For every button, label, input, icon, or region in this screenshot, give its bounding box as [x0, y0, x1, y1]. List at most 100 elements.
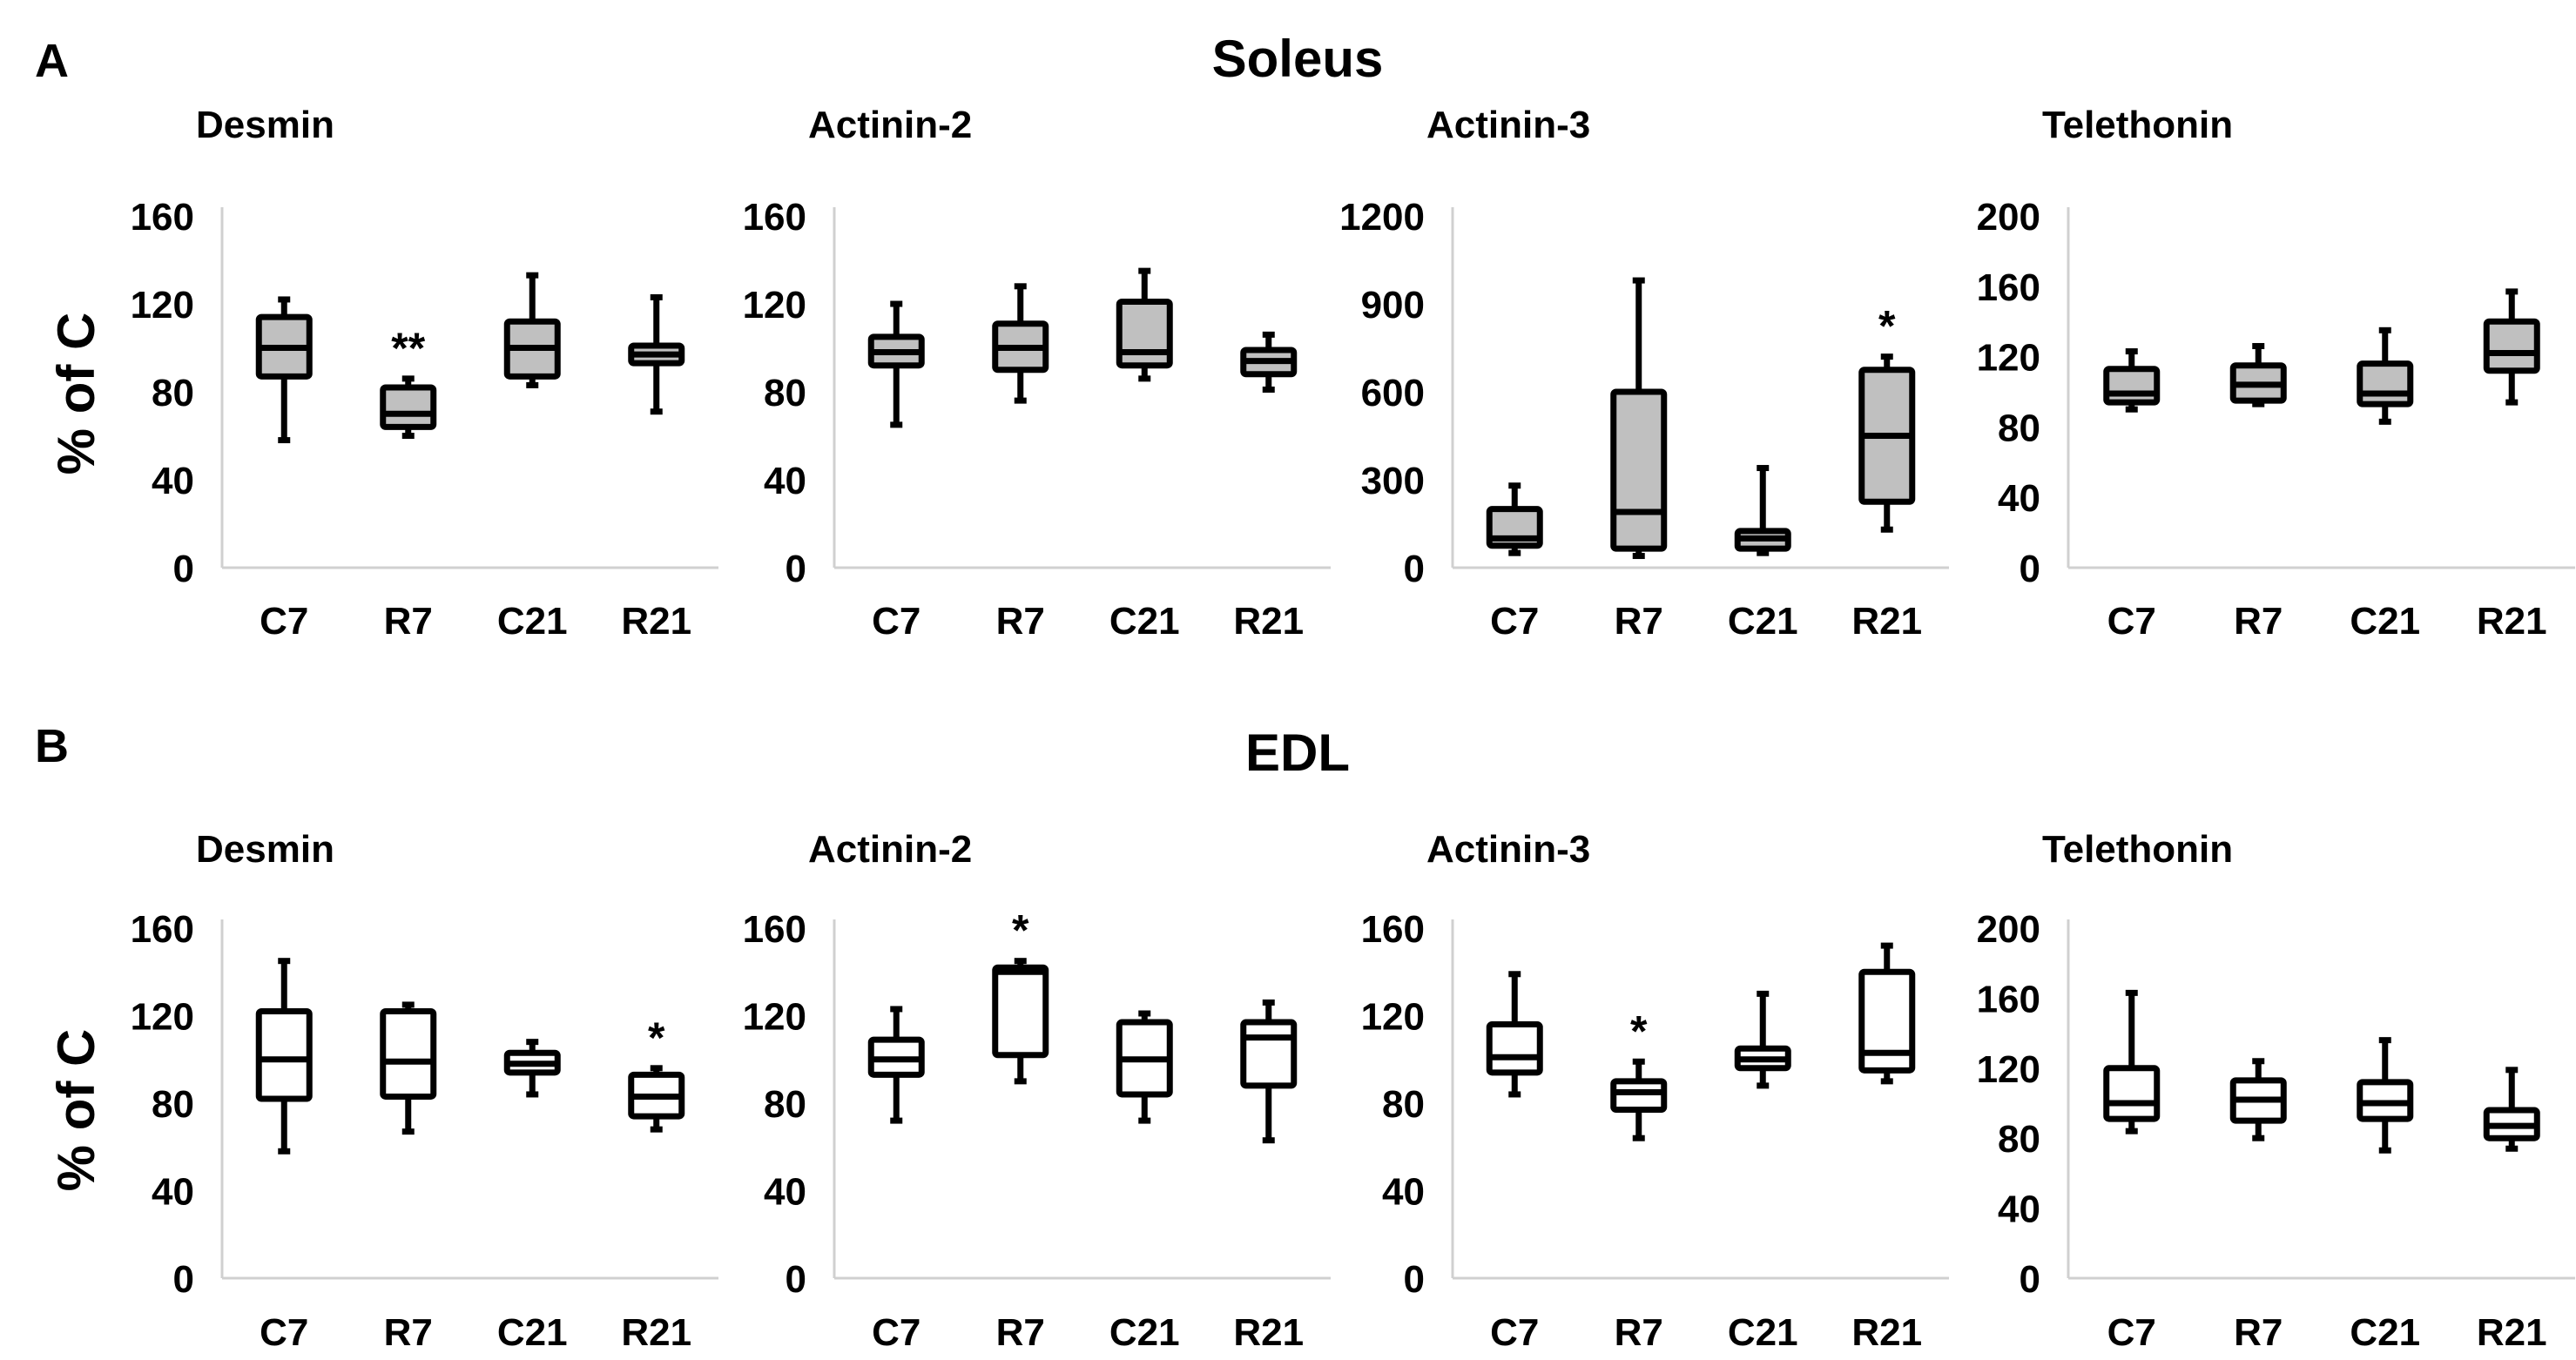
chart-edl-desmin: Desmin 0 40 80 120 160 C7 R7 C21 R21 * — [131, 828, 718, 1354]
panel-a-title: Soleus — [1212, 30, 1384, 88]
x-tick-label: R7 — [996, 600, 1045, 643]
chart-title: Actinin-2 — [808, 104, 972, 146]
box-iqr — [2103, 1065, 2161, 1122]
y-tick-label: 300 — [1361, 460, 1425, 502]
significance-mark: * — [1630, 1007, 1648, 1055]
box-r7: ** — [380, 324, 437, 439]
box-r21 — [2483, 288, 2540, 406]
x-tick-label: R7 — [1615, 600, 1663, 643]
x-tick-label: C21 — [1728, 600, 1798, 643]
y-tick-label: 80 — [152, 372, 194, 414]
box-r21 — [2483, 1067, 2540, 1152]
x-tick-label: C21 — [1109, 600, 1180, 643]
significance-mark: * — [1012, 906, 1029, 955]
y-tick-label: 160 — [743, 908, 806, 951]
box-r7 — [2229, 1058, 2287, 1141]
box-iqr — [1610, 388, 1668, 552]
chart-title: Desmin — [196, 828, 334, 871]
x-tick-label: R21 — [621, 600, 691, 643]
panel-a-label: A — [35, 35, 69, 87]
y-tick-label: 0 — [1404, 1258, 1425, 1301]
y-tick-label: 80 — [1382, 1083, 1425, 1126]
y-tick-label: 40 — [152, 460, 194, 502]
y-tick-label: 40 — [152, 1171, 194, 1214]
y-tick-label: 120 — [743, 284, 806, 327]
x-tick-label: C7 — [2107, 1311, 2156, 1354]
box-iqr — [1858, 968, 1916, 1074]
box-iqr — [380, 384, 437, 430]
panel-b-title: EDL — [1245, 724, 1350, 782]
significance-mark: * — [648, 1013, 665, 1062]
box-r21: * — [1858, 302, 1916, 533]
x-tick-label: R21 — [2477, 1311, 2547, 1354]
box-r7: * — [1610, 1007, 1668, 1141]
x-tick-label: C21 — [2350, 600, 2420, 643]
box-r21 — [1858, 942, 1916, 1085]
x-tick-label: R7 — [384, 1311, 433, 1354]
y-tick-label: 40 — [1382, 1171, 1425, 1214]
y-tick-label: 0 — [173, 548, 194, 590]
y-tick-label: 120 — [131, 996, 194, 1039]
y-tick-label: 80 — [764, 1083, 806, 1126]
y-tick-label: 160 — [131, 908, 194, 951]
box-c7 — [2103, 989, 2161, 1134]
box-iqr — [2483, 318, 2540, 374]
chart-soleus-actinin-2: Actinin-2 0 40 80 120 160 C7 R7 C21 R21 — [743, 104, 1331, 643]
panel-b-label: B — [35, 720, 69, 772]
box-iqr — [2103, 366, 2161, 406]
y-tick-label: 120 — [1977, 337, 2040, 380]
y-axis-label-b: % of C — [47, 1029, 105, 1192]
x-tick-label: R21 — [621, 1311, 691, 1354]
x-tick-label: R21 — [1851, 600, 1922, 643]
x-tick-label: C7 — [872, 600, 920, 643]
y-tick-label: 0 — [1404, 548, 1425, 590]
y-tick-label: 200 — [1977, 196, 2040, 239]
y-tick-label: 160 — [1361, 908, 1425, 951]
chart-title: Telethonin — [2042, 828, 2233, 871]
box-iqr — [1610, 1078, 1668, 1114]
box-c21 — [1116, 267, 1173, 382]
y-axis-label-a: % of C — [47, 313, 105, 475]
chart-title: Actinin-3 — [1426, 828, 1590, 871]
box-c21 — [1734, 990, 1791, 1089]
x-tick-label: C7 — [260, 600, 308, 643]
x-tick-label: C21 — [497, 600, 568, 643]
chart-edl-actinin-3: Actinin-3 0 40 80 120 160 C7 R7 * C21 R21 — [1361, 828, 1949, 1354]
box-r21 — [1240, 331, 1298, 393]
box-c21 — [2357, 1037, 2414, 1154]
x-tick-label: R21 — [2477, 600, 2547, 643]
box-r21 — [1240, 999, 1298, 1144]
y-tick-label: 160 — [1977, 978, 2040, 1020]
chart-soleus-actinin-3: Actinin-3 0 300 600 900 1200 C7 R7 C21 R21 * — [1339, 104, 1949, 643]
box-c21 — [503, 272, 561, 388]
y-tick-label: 80 — [1998, 1118, 2040, 1161]
y-tick-label: 0 — [2020, 1258, 2040, 1301]
x-tick-label: C21 — [497, 1311, 568, 1354]
box-iqr — [992, 964, 1049, 1059]
chart-soleus-telethonin: Telethonin 0 40 80 120 160 200 C7 R7 C21 R21 — [1977, 104, 2575, 643]
significance-mark: ** — [391, 324, 425, 373]
box-iqr — [255, 1007, 313, 1102]
box-iqr — [1116, 298, 1173, 369]
y-tick-label: 200 — [1977, 908, 2040, 951]
y-tick-label: 160 — [131, 196, 194, 239]
y-tick-label: 80 — [764, 372, 806, 414]
y-tick-label: 0 — [786, 548, 806, 590]
x-tick-label: R7 — [2234, 1311, 2283, 1354]
box-c21 — [1116, 1010, 1173, 1124]
x-tick-label: C7 — [1490, 1311, 1539, 1354]
x-tick-label: R7 — [2234, 600, 2283, 643]
y-tick-label: 120 — [1977, 1048, 2040, 1091]
y-tick-label: 900 — [1361, 284, 1425, 327]
box-r7: * — [992, 906, 1049, 1085]
box-c21 — [2357, 327, 2414, 425]
x-tick-label: C7 — [260, 1311, 308, 1354]
box-c21 — [503, 1039, 561, 1098]
x-tick-label: C7 — [1490, 600, 1539, 643]
box-r7 — [2229, 342, 2287, 407]
box-c7 — [1486, 971, 1543, 1098]
box-iqr — [2357, 360, 2414, 407]
box-r7 — [992, 283, 1049, 404]
box-r7 — [380, 1001, 437, 1135]
